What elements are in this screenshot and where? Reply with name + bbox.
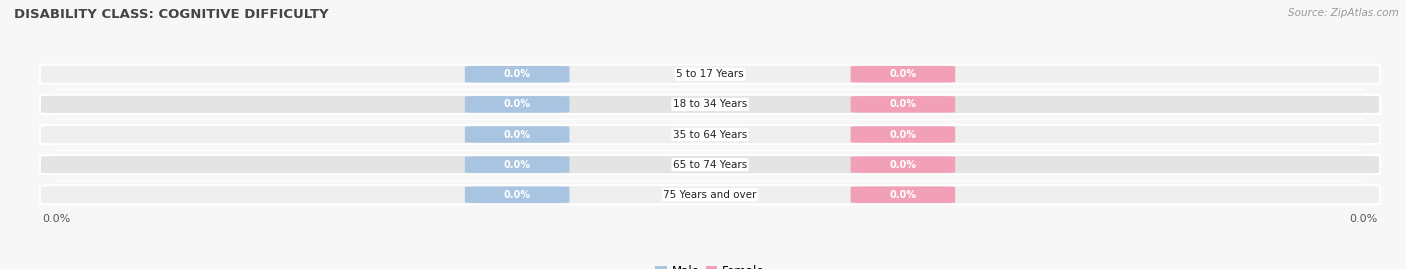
Text: 18 to 34 Years: 18 to 34 Years [673, 99, 747, 109]
Text: 0.0%: 0.0% [890, 190, 917, 200]
Text: Source: ZipAtlas.com: Source: ZipAtlas.com [1288, 8, 1399, 18]
FancyBboxPatch shape [465, 186, 569, 203]
Text: 0.0%: 0.0% [503, 69, 530, 79]
FancyBboxPatch shape [851, 126, 955, 143]
Text: 0.0%: 0.0% [503, 129, 530, 140]
Text: 35 to 64 Years: 35 to 64 Years [673, 129, 747, 140]
Text: 0.0%: 0.0% [503, 99, 530, 109]
FancyBboxPatch shape [39, 185, 1381, 204]
Text: 0.0%: 0.0% [890, 129, 917, 140]
Text: 0.0%: 0.0% [890, 69, 917, 79]
FancyBboxPatch shape [465, 156, 569, 173]
FancyBboxPatch shape [465, 126, 569, 143]
FancyBboxPatch shape [39, 125, 1381, 144]
Text: 65 to 74 Years: 65 to 74 Years [673, 160, 747, 170]
Text: 5 to 17 Years: 5 to 17 Years [676, 69, 744, 79]
Text: 75 Years and over: 75 Years and over [664, 190, 756, 200]
FancyBboxPatch shape [39, 155, 1381, 174]
FancyBboxPatch shape [851, 186, 955, 203]
FancyBboxPatch shape [851, 96, 955, 113]
Text: 0.0%: 0.0% [503, 160, 530, 170]
FancyBboxPatch shape [39, 65, 1381, 84]
Text: 0.0%: 0.0% [890, 160, 917, 170]
FancyBboxPatch shape [465, 96, 569, 113]
FancyBboxPatch shape [851, 156, 955, 173]
FancyBboxPatch shape [465, 66, 569, 83]
Text: 0.0%: 0.0% [503, 190, 530, 200]
Text: DISABILITY CLASS: COGNITIVE DIFFICULTY: DISABILITY CLASS: COGNITIVE DIFFICULTY [14, 8, 329, 21]
FancyBboxPatch shape [851, 66, 955, 83]
Legend: Male, Female: Male, Female [651, 260, 769, 269]
Text: 0.0%: 0.0% [890, 99, 917, 109]
FancyBboxPatch shape [39, 95, 1381, 114]
